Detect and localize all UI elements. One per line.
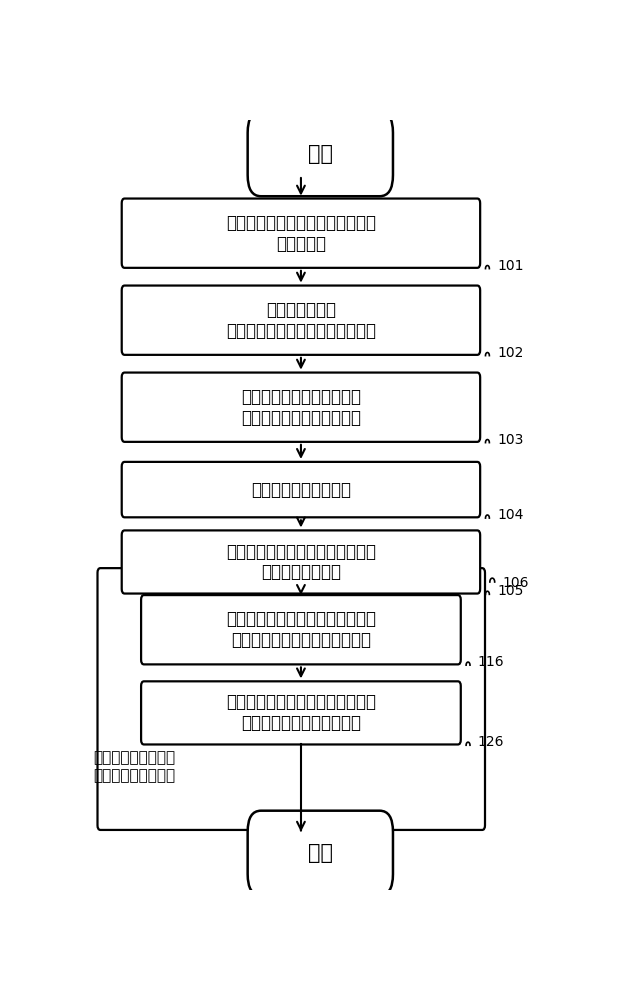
Text: 获取温度、衬底偏压以及实
际数据写入时间的映射关系: 获取温度、衬底偏压以及实 际数据写入时间的映射关系 [241, 388, 361, 427]
Text: 获取衬底偏压与
实际数据写入时间的第二映射关系: 获取衬底偏压与 实际数据写入时间的第二映射关系 [226, 301, 376, 340]
FancyBboxPatch shape [248, 112, 393, 196]
FancyBboxPatch shape [141, 681, 461, 744]
Text: 106: 106 [502, 576, 529, 590]
Text: 根据映射关系以及时间差值，调整
衬底偏压，以抵消时间差值: 根据映射关系以及时间差值，调整 衬底偏压，以抵消时间差值 [226, 694, 376, 732]
Text: 101: 101 [497, 259, 524, 273]
Text: 获取晶体管的当前温度: 获取晶体管的当前温度 [251, 481, 351, 499]
FancyBboxPatch shape [122, 286, 480, 355]
Text: 126: 126 [478, 735, 504, 749]
Text: 102: 102 [497, 346, 524, 360]
Text: 105: 105 [497, 584, 524, 598]
FancyBboxPatch shape [122, 530, 480, 594]
Text: 根据温度差值与映射
关系，调整衬底偏压: 根据温度差值与映射 关系，调整衬底偏压 [92, 751, 175, 783]
FancyBboxPatch shape [122, 199, 480, 268]
Text: 开始: 开始 [308, 144, 332, 164]
Text: 获取当前温度对应的实际数据写入
时间与预设写入时间的时间差值: 获取当前温度对应的实际数据写入 时间与预设写入时间的时间差值 [226, 610, 376, 649]
FancyBboxPatch shape [248, 811, 393, 895]
FancyBboxPatch shape [122, 462, 480, 517]
Text: 116: 116 [478, 655, 504, 669]
Text: 结束: 结束 [308, 843, 332, 863]
FancyBboxPatch shape [98, 568, 485, 830]
FancyBboxPatch shape [122, 373, 480, 442]
FancyBboxPatch shape [141, 595, 461, 664]
Text: 103: 103 [497, 433, 524, 447]
Text: 获取预设温度，以及当前温度与预
设温度的温度差值: 获取预设温度，以及当前温度与预 设温度的温度差值 [226, 543, 376, 581]
Text: 104: 104 [497, 508, 524, 522]
Text: 获取温度与实际数据写入时间的第
一映射关系: 获取温度与实际数据写入时间的第 一映射关系 [226, 214, 376, 253]
